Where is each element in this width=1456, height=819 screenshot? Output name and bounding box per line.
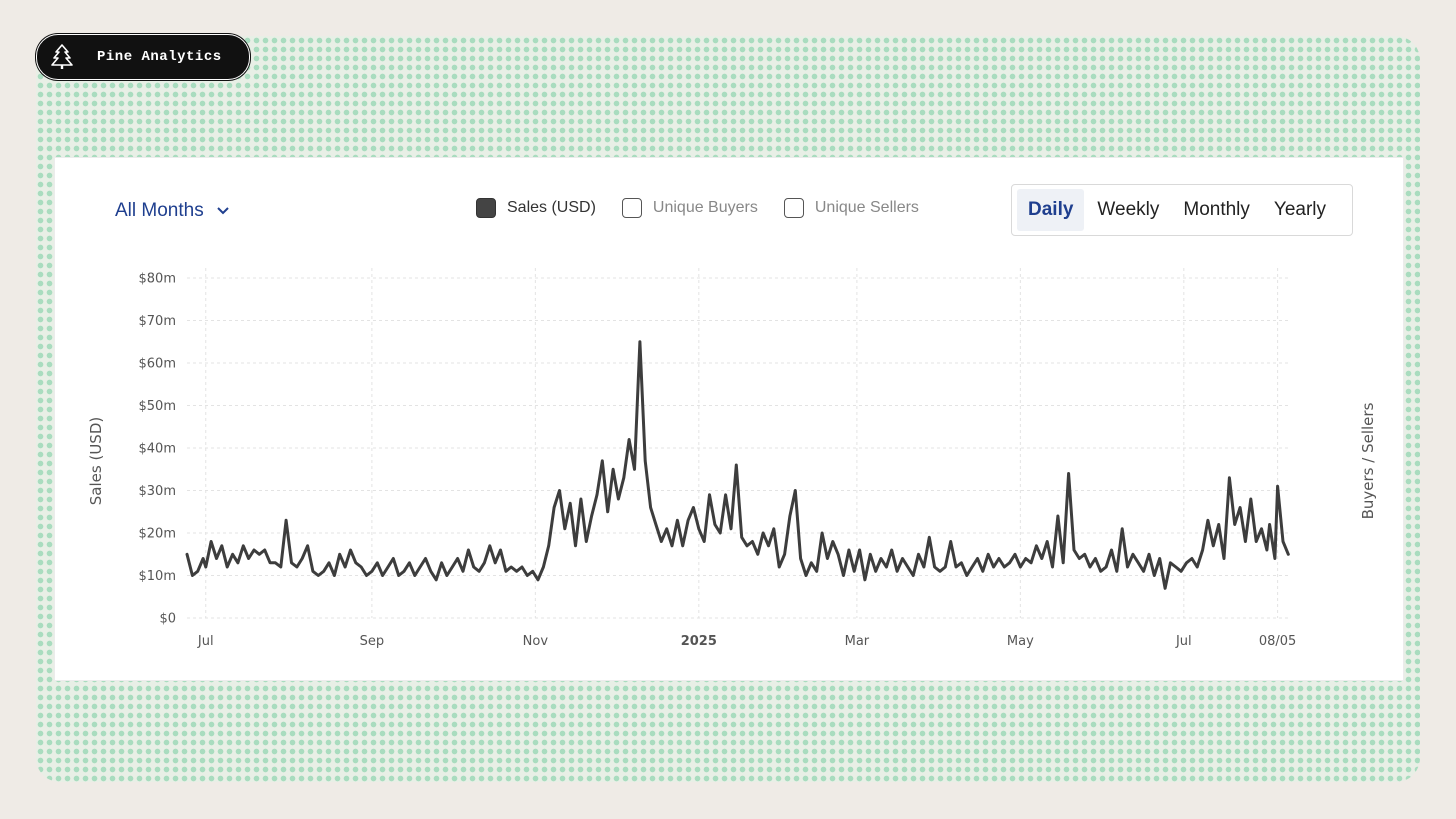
y-tick-label: $60m [139,357,176,372]
legend-label-sales: Sales (USD) [507,199,596,216]
x-axis-ticks: Jul Sep Nov 2025 Mar May Jul 08/05 [197,634,1296,649]
x-tick-label: Nov [523,634,549,649]
x-tick-label: Sep [360,634,385,649]
legend-label-unique-sellers: Unique Sellers [814,199,919,216]
legend-item-unique-sellers[interactable]: Unique Sellers [783,198,919,218]
legend-label-unique-buyers: Unique Buyers [652,199,758,216]
series-line-sales [185,340,1290,590]
brand-name: Pine Analytics [97,49,222,65]
checkbox-unique-sellers[interactable] [783,198,804,218]
y-tick-label: $20m [139,527,176,542]
y-tick-label: $50m [139,399,176,414]
granularity-monthly[interactable]: Monthly [1183,199,1250,220]
y2-axis-title: Buyers / Sellers [1359,402,1377,519]
legend: Sales (USD) Unique Buyers Unique Sellers [476,198,945,218]
legend-item-unique-buyers[interactable]: Unique Buyers [621,198,758,218]
y-tick-label: $70m [139,314,176,329]
y-tick-label: $40m [139,442,176,457]
y-tick-label: $30m [139,484,176,499]
granularity-yearly[interactable]: Yearly [1273,199,1327,220]
checkbox-sales[interactable] [476,198,496,218]
y-tick-label: $10m [139,569,176,584]
granularity-weekly[interactable]: Weekly [1097,199,1160,220]
y-axis-ticks: $0 $10m $20m $30m $40m $50m $60m $70m $80m [139,272,176,627]
brand-badge[interactable]: Pine Analytics [36,34,250,80]
granularity-daily[interactable]: Daily [1017,189,1085,231]
x-tick-label: 2025 [681,634,717,649]
sales-chart: $0 $10m $20m $30m $40m $50m $60m $70m $80m Jul Se… [87,268,1377,649]
x-tick-label: Mar [845,634,870,649]
checkbox-unique-buyers[interactable] [621,198,642,218]
y-axis-title: Sales (USD) [87,417,105,505]
legend-item-sales[interactable]: Sales (USD) [476,198,596,218]
y-tick-label: $80m [139,272,176,287]
granularity-toggle: Daily Weekly Monthly Yearly [1011,184,1353,236]
pine-tree-icon [51,44,73,69]
chart-card: All Months Sales (USD) Unique Buyers Uni… [54,157,1404,681]
chevron-down-icon [216,207,229,215]
grid-lines [187,268,1291,619]
x-tick-label: May [1007,634,1034,649]
x-tick-label: 08/05 [1259,634,1296,649]
y-tick-label: $0 [159,612,176,627]
x-tick-label: Jul [197,634,214,649]
period-dropdown-label: All Months [115,200,204,221]
x-tick-label: Jul [1175,634,1192,649]
period-dropdown[interactable]: All Months [115,200,230,222]
